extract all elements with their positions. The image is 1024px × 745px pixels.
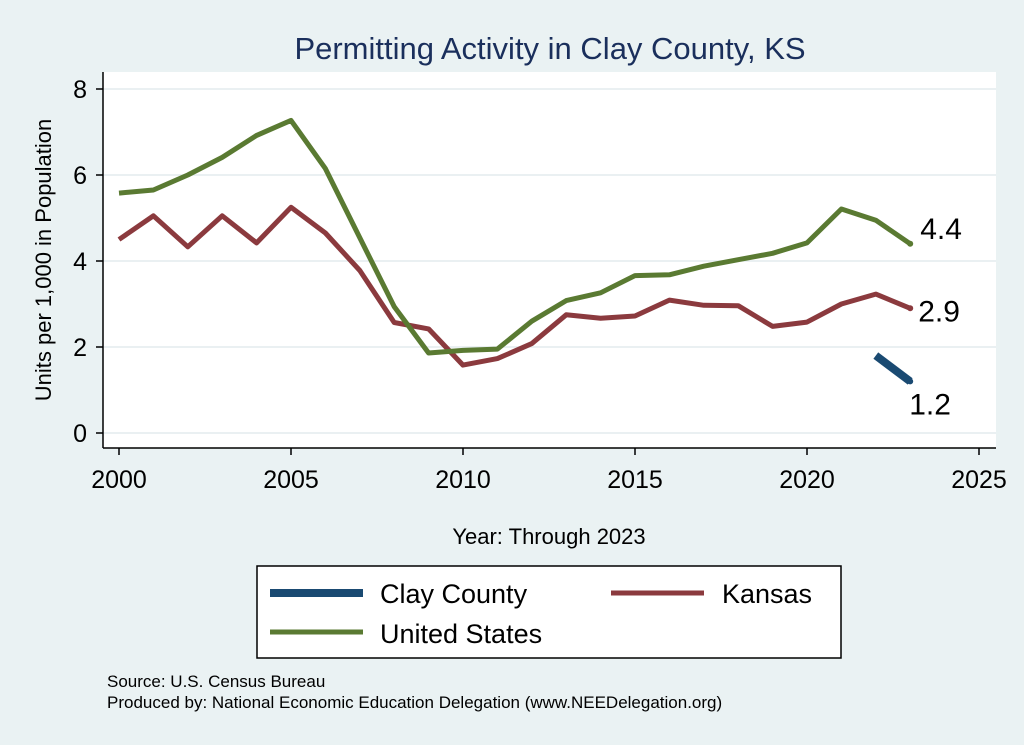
end-label-clay-county: 1.2: [909, 388, 951, 421]
x-axis-label: Year: Through 2023: [452, 524, 645, 549]
series-line-kansas: [117, 204, 912, 368]
x-tick-label: 2020: [779, 466, 835, 494]
legend-box: [256, 565, 842, 659]
series-line-clay-county: [873, 352, 913, 385]
plot-area: [103, 72, 996, 448]
y-tick-label: 2: [73, 334, 87, 362]
gridlines: [103, 88, 996, 434]
series-end-point-kansas: [907, 305, 914, 312]
series-lines: [117, 117, 914, 385]
y-tick-label: 4: [73, 248, 87, 276]
legend: Clay County Kansas United States: [256, 565, 842, 659]
legend-label-clay-county: Clay County: [380, 579, 528, 609]
x-tick-label: 2005: [263, 466, 319, 494]
y-tick-label: 8: [73, 76, 87, 104]
series-end-point-clay-county: [907, 378, 914, 385]
source-note: Source: U.S. Census Bureau: [107, 672, 325, 691]
end-labels: 1.2 2.9 4.4: [909, 213, 962, 422]
x-tick-label: 2025: [951, 466, 1007, 494]
x-tick-label: 2000: [91, 466, 147, 494]
x-tick-label: 2015: [607, 466, 663, 494]
x-axis: 2000 2005 2010 2015 2020 2025: [91, 448, 1007, 494]
y-axis: 0 2 4 6 8: [73, 76, 103, 448]
legend-label-united-states: United States: [380, 619, 542, 649]
x-tick-label: 2010: [435, 466, 491, 494]
y-axis-label: Units per 1,000 in Population: [31, 119, 56, 402]
end-label-united-states: 4.4: [920, 213, 962, 246]
series-line-united-states: [118, 117, 912, 356]
series-end-point-united-states: [907, 240, 914, 247]
legend-label-kansas: Kansas: [722, 579, 812, 609]
chart-title: Permitting Activity in Clay County, KS: [294, 31, 805, 66]
producer-note: Produced by: National Economic Education…: [107, 693, 722, 712]
end-label-kansas: 2.9: [918, 295, 960, 328]
y-tick-label: 0: [73, 420, 87, 448]
y-tick-label: 6: [73, 162, 87, 190]
